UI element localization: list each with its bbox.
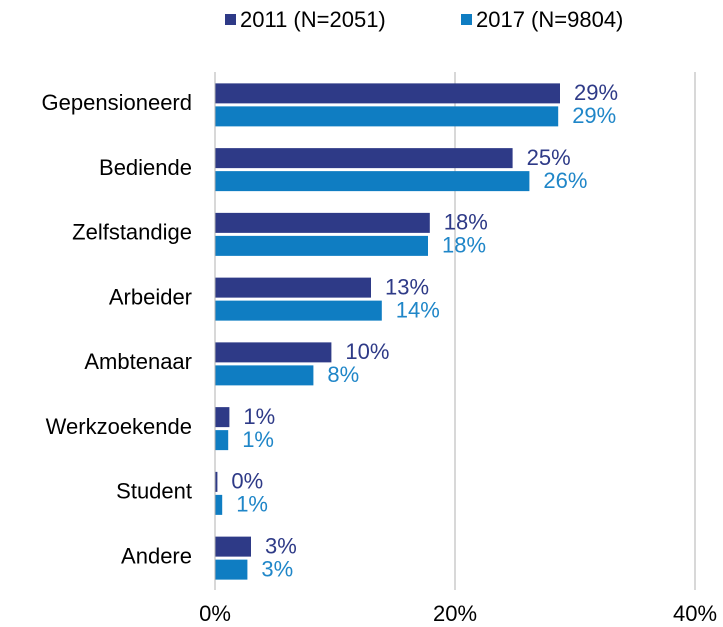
bar — [215, 212, 430, 233]
bar — [215, 106, 559, 127]
y-tick-label: Student — [116, 479, 192, 504]
x-tick-label: 20% — [433, 601, 477, 626]
legend-swatch — [225, 14, 236, 25]
value-label: 8% — [327, 362, 359, 387]
legend-label: 2017 (N=9804) — [476, 7, 623, 32]
bar — [215, 277, 371, 298]
bar — [215, 407, 230, 428]
value-label: 3% — [265, 533, 297, 558]
y-tick-label: Werkzoekende — [46, 414, 192, 439]
bar — [215, 365, 314, 386]
y-tick-label: Zelfstandige — [72, 220, 192, 245]
bar — [215, 83, 560, 104]
legend-label: 2011 (N=2051) — [240, 7, 386, 32]
value-label: 29% — [572, 103, 616, 128]
y-tick-label: Andere — [121, 543, 192, 568]
value-label: 14% — [396, 297, 440, 322]
value-label: 13% — [385, 274, 429, 299]
bar — [215, 171, 530, 192]
value-label: 10% — [345, 339, 389, 364]
y-tick-label: Gepensioneerd — [42, 90, 192, 115]
value-label: 3% — [261, 556, 293, 581]
bar — [215, 559, 248, 580]
value-label: 25% — [527, 145, 571, 170]
y-tick-label: Ambtenaar — [84, 349, 192, 374]
legend-swatch — [461, 14, 472, 25]
value-label: 1% — [242, 427, 274, 452]
value-label: 18% — [442, 233, 486, 258]
value-label: 0% — [231, 469, 263, 494]
bar — [215, 471, 218, 492]
bar — [215, 235, 428, 256]
y-tick-label: Bediende — [99, 155, 192, 180]
bar — [215, 148, 513, 169]
value-label: 29% — [574, 80, 618, 105]
value-label: 1% — [236, 492, 268, 517]
x-tick-label: 40% — [673, 601, 717, 626]
bar — [215, 494, 223, 515]
bar — [215, 300, 382, 321]
bar — [215, 536, 251, 557]
x-tick-label: 0% — [199, 601, 231, 626]
value-label: 18% — [444, 210, 488, 235]
bar — [215, 342, 332, 363]
value-label: 1% — [243, 404, 275, 429]
bar — [215, 430, 229, 451]
y-tick-label: Arbeider — [109, 284, 192, 309]
value-label: 26% — [543, 168, 587, 193]
